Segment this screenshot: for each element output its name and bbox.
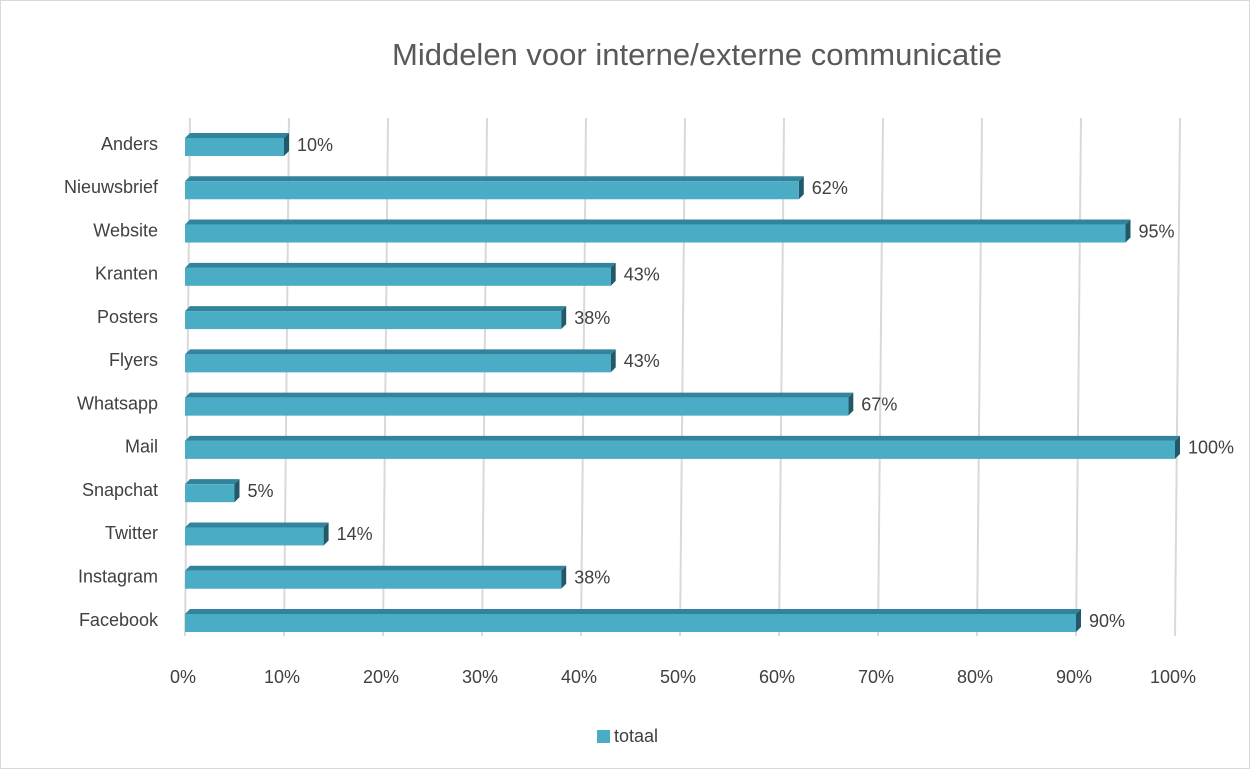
bar [185,435,1180,459]
data-label: 43% [624,265,660,285]
y-tick-label: Instagram [78,566,158,586]
bar-front [185,311,562,330]
grid-line [877,117,884,637]
bar-side [323,522,329,546]
y-tick-label: Kranten [95,264,158,284]
grid-line [283,117,290,637]
bar-top [185,262,616,268]
y-tick-label: Twitter [105,523,158,543]
bar-top [185,392,854,398]
y-tick-label: Mail [125,437,158,457]
bar [185,392,854,416]
data-label: 14% [337,524,373,544]
bar-front [185,224,1126,243]
bar-top [185,522,329,528]
bar-top [185,176,804,182]
y-tick-label: Nieuwsbrief [64,177,159,197]
bar-top [185,565,567,571]
bar-side [1125,219,1131,243]
grid-line [679,117,686,637]
grid-line [1075,117,1082,637]
x-tick-label: 10% [264,667,300,687]
bar-top [185,435,1180,441]
data-label: 62% [812,178,848,198]
data-label: 38% [574,567,610,587]
y-tick-label: Facebook [79,610,159,630]
bar-top [185,479,240,485]
bar [185,479,240,503]
bar [185,522,329,546]
bar-side [798,176,804,200]
bar [185,176,804,200]
bar-top [185,133,289,138]
bar-side [1175,435,1180,459]
bar-front [185,181,799,200]
bar [185,306,567,330]
bar [185,565,567,589]
bar-front [185,397,849,416]
x-tick-label: 0% [170,667,196,687]
grid-line [778,117,785,637]
y-tick-label: Website [93,220,158,240]
bar-side [561,565,567,589]
bar [185,349,616,373]
y-tick-label: Posters [97,307,158,327]
grid-line [976,117,983,637]
bar-side [1076,609,1081,632]
y-tick-label: Flyers [109,350,158,370]
data-label: 10% [297,135,333,155]
bar-top [185,609,1081,614]
bar-top [185,219,1131,225]
legend-label: totaal [614,726,658,746]
bar-front [185,484,235,503]
grid-line [382,117,389,637]
x-tick-label: 100% [1150,667,1196,687]
bar-front [185,267,611,286]
bar-top [185,306,567,312]
x-tick-label: 40% [561,667,597,687]
bar-side [848,392,854,416]
bar-side [610,349,616,373]
bar-top [185,349,616,355]
bar-front [185,440,1175,459]
bar-side [561,306,567,330]
chart-title: Middelen voor interne/externe communicat… [392,37,1002,72]
legend-swatch [597,730,610,743]
bar-front [185,138,284,156]
bar-side [610,262,616,286]
grid-line [184,117,191,637]
bar [185,133,289,156]
x-tick-label: 50% [660,667,696,687]
x-tick-label: 90% [1056,667,1092,687]
data-label: 38% [574,308,610,328]
bar-side [284,133,289,156]
data-label: 43% [624,351,660,371]
grid-line [481,117,488,637]
x-tick-label: 20% [363,667,399,687]
bar-front [185,527,324,546]
y-tick-label: Whatsapp [77,393,158,413]
grid-line [580,117,587,637]
bar-front [185,614,1076,632]
data-label: 95% [1139,221,1175,241]
bar [185,609,1081,632]
bar [185,262,616,286]
data-label: 67% [861,394,897,414]
x-tick-label: 80% [957,667,993,687]
bar-side [234,479,240,503]
data-label: 100% [1188,438,1234,458]
bar-front [185,354,611,373]
y-tick-label: Anders [101,134,158,154]
x-tick-label: 60% [759,667,795,687]
y-tick-label: Snapchat [82,480,158,500]
data-label: 5% [248,481,274,501]
bar [185,219,1131,243]
x-tick-label: 30% [462,667,498,687]
x-tick-label: 70% [858,667,894,687]
grid-line [1174,117,1181,637]
data-label: 90% [1089,611,1125,631]
bar-front [185,570,562,589]
